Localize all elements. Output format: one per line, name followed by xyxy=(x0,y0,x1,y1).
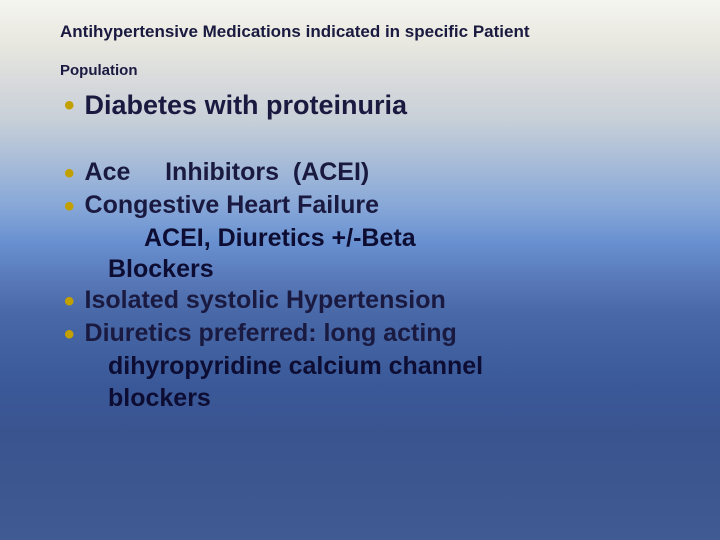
bullet-3-continuation-b: Blockers xyxy=(108,254,670,285)
bullet-text: Diabetes with proteinuria xyxy=(85,89,408,123)
slide-body: • Diabetes with proteinuria • Ace Inhibi… xyxy=(60,89,670,414)
bullet-text: Isolated systolic Hypertension xyxy=(85,285,446,316)
bullet-dot-icon: • xyxy=(64,157,75,190)
bullet-dot-icon: • xyxy=(64,89,75,122)
bullet-5-continuation-b: blockers xyxy=(108,383,670,414)
bullet-text: Congestive Heart Failure xyxy=(85,190,380,221)
bullet-text: Ace Inhibitors (ACEI) xyxy=(85,157,370,188)
slide-title: Antihypertensive Medications indicated i… xyxy=(60,18,670,83)
bullet-item-1: • Diabetes with proteinuria xyxy=(64,89,670,123)
bullet-item-2: • Ace Inhibitors (ACEI) xyxy=(64,157,670,190)
slide: Antihypertensive Medications indicated i… xyxy=(0,0,720,540)
bullet-dot-icon: • xyxy=(64,190,75,223)
title-line-1: Antihypertensive Medications indicated i… xyxy=(60,22,530,41)
bullet-dot-icon: • xyxy=(64,285,75,318)
spacer xyxy=(60,123,670,157)
bullet-item-5: • Diuretics preferred: long acting xyxy=(64,318,670,351)
bullet-text: Diuretics preferred: long acting xyxy=(85,318,457,349)
title-line-2: Population xyxy=(60,59,670,83)
bullet-5-continuation-a: dihyropyridine calcium channel xyxy=(108,351,670,382)
bullet-item-4: • Isolated systolic Hypertension xyxy=(64,285,670,318)
bullet-dot-icon: • xyxy=(64,318,75,351)
bullet-3-continuation-a: ACEI, Diuretics +/-Beta xyxy=(144,223,670,254)
bullet-item-3: • Congestive Heart Failure xyxy=(64,190,670,223)
